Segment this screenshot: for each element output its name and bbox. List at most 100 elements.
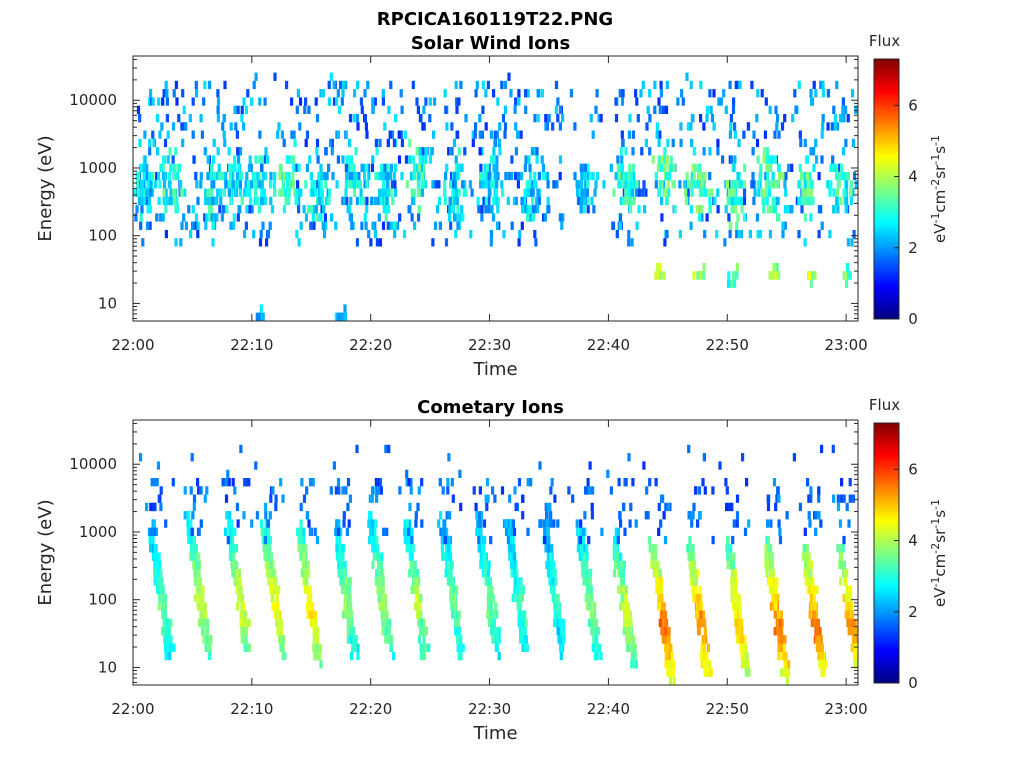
heatmap-cell [627, 453, 631, 462]
heatmap-cell [296, 180, 300, 189]
heatmap-cell [624, 171, 628, 181]
x-tick-label: 22:00 [111, 336, 154, 354]
heatmap-cell [618, 89, 622, 98]
heatmap-cell [809, 213, 813, 222]
heatmap-cell [819, 651, 823, 661]
heatmap-cell [764, 97, 768, 106]
heatmap-cell [559, 618, 563, 628]
heatmap-cell [666, 138, 670, 148]
heatmap-cell [352, 643, 356, 652]
heatmap-cell [492, 155, 496, 164]
heatmap-cell [531, 196, 535, 206]
heatmap-cell [478, 130, 482, 139]
heatmap-cell [586, 196, 590, 206]
heatmap-cell [142, 188, 146, 197]
heatmap-cell [381, 585, 385, 594]
heatmap-cell [508, 494, 512, 503]
heatmap-cell [586, 205, 590, 214]
heatmap-cell [412, 188, 416, 197]
heatmap-cell [143, 163, 147, 172]
heatmap-cell [769, 569, 773, 578]
heatmap-cell [733, 610, 737, 619]
heatmap-cell [797, 80, 801, 90]
heatmap-cell [374, 519, 378, 528]
heatmap-cell [552, 519, 556, 528]
heatmap-cell [424, 180, 428, 189]
heatmap-cell [819, 80, 823, 90]
heatmap-cell [137, 196, 142, 206]
heatmap-cell [205, 627, 210, 636]
x-tick-label: 22:40 [587, 700, 630, 718]
heatmap-cell [182, 105, 186, 114]
heatmap-cell [374, 138, 378, 148]
heatmap-cell [657, 527, 661, 536]
heatmap-cell [502, 229, 506, 239]
heatmap-cell [202, 610, 206, 619]
heatmap-cell [533, 205, 537, 214]
heatmap-cell [162, 89, 166, 98]
heatmap-cell [387, 105, 391, 114]
heatmap-cell [635, 180, 639, 189]
heatmap-cell [667, 651, 671, 661]
heatmap-cell [329, 138, 333, 148]
heatmap-cell [554, 602, 559, 611]
heatmap-cell [407, 569, 412, 578]
heatmap-cell [659, 180, 663, 189]
y-tick-label: 10000 [69, 455, 117, 473]
heatmap-cell [171, 155, 175, 164]
heatmap-cell [188, 114, 192, 123]
heatmap-cell [627, 229, 631, 239]
heatmap-cell [208, 205, 212, 214]
heatmap-cell [819, 660, 823, 669]
heatmap-cell [327, 196, 331, 206]
heatmap-cell [706, 643, 710, 652]
heatmap-cell [712, 122, 716, 131]
heatmap-cell [493, 138, 497, 148]
heatmap-cell [778, 535, 783, 545]
heatmap-cell [179, 238, 183, 247]
heatmap-cell [269, 560, 273, 570]
heatmap-cell [517, 238, 521, 247]
heatmap-cell [421, 627, 425, 636]
heatmap-cell [595, 89, 599, 98]
heatmap-cell [558, 213, 562, 222]
heatmap-cell [822, 668, 826, 677]
heatmap-cell [814, 89, 818, 98]
heatmap-cell [345, 171, 349, 181]
heatmap-cell [366, 80, 370, 90]
heatmap-cell [771, 569, 775, 578]
heatmap-cell [729, 502, 733, 512]
heatmap-cell [756, 180, 760, 189]
heatmap-cell [138, 138, 142, 148]
heatmap-cell [756, 155, 760, 164]
heatmap-cell [155, 114, 160, 123]
heatmap-cell [267, 552, 271, 561]
heatmap-cell [386, 171, 390, 181]
heatmap-cell [620, 155, 624, 164]
heatmap-cell [455, 97, 459, 106]
heatmap-cell [338, 80, 343, 90]
heatmap-cell [483, 560, 487, 570]
heatmap-cell [225, 511, 229, 520]
heatmap-cell [199, 114, 203, 123]
heatmap-cell [449, 147, 453, 156]
heatmap-cell [561, 635, 565, 644]
heatmap-cell [854, 651, 858, 661]
heatmap-cell [550, 544, 554, 553]
heatmap-cell [510, 221, 514, 230]
heatmap-cell [483, 163, 487, 172]
heatmap-cell [526, 188, 530, 197]
heatmap-cell [190, 453, 194, 462]
heatmap-cell [454, 602, 458, 611]
heatmap-cell [514, 502, 518, 512]
heatmap-cell [482, 569, 486, 578]
heatmap-cell [368, 535, 372, 545]
figure-title: RPCICA160119T22.PNG [377, 9, 613, 30]
heatmap-cell [650, 552, 654, 561]
heatmap-cell [678, 229, 682, 239]
heatmap-cell [648, 478, 652, 487]
heatmap-cell [849, 188, 853, 197]
heatmap-cell [536, 114, 541, 123]
heatmap-cell [629, 205, 633, 214]
heatmap-cell [393, 180, 397, 189]
